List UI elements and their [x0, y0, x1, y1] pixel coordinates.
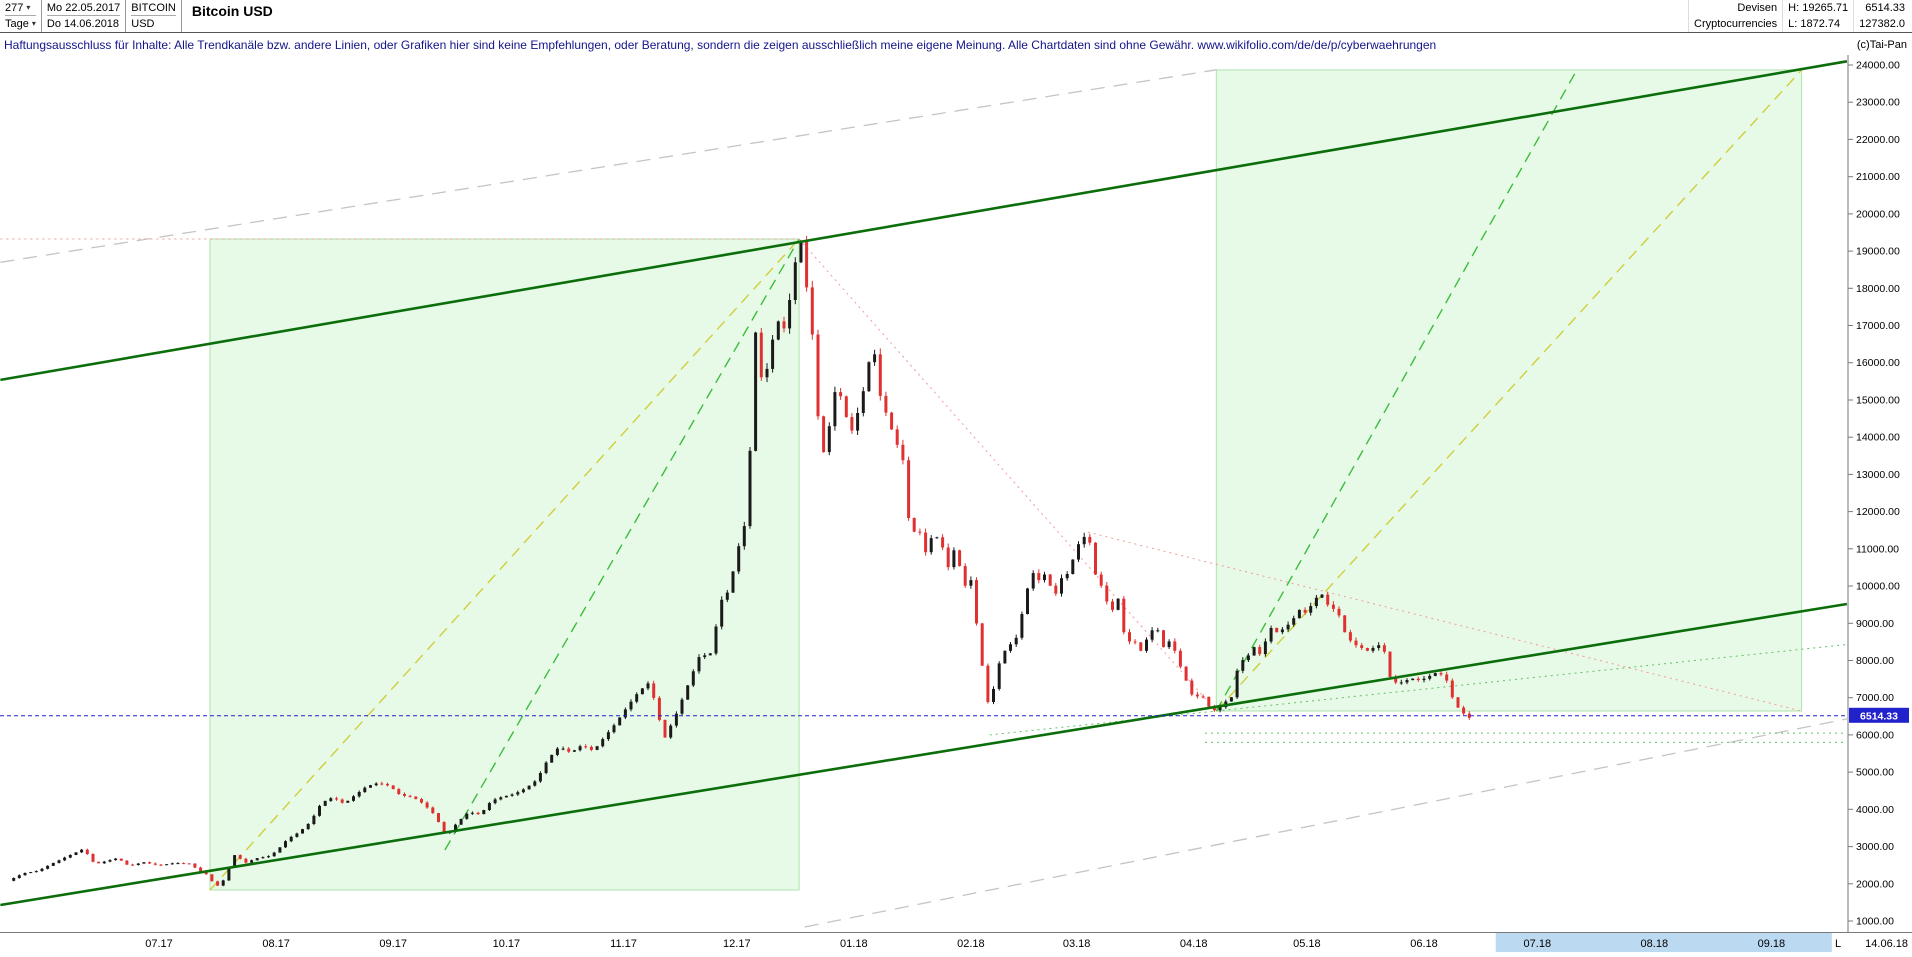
y-axis-tick-label: 23000.00 — [1856, 97, 1900, 109]
header-right: Devisen Cryptocurrencies H: 19265.71 L: … — [1688, 0, 1912, 32]
period-high-value: H: 19265.71 — [1788, 2, 1849, 14]
y-axis-tick-label: 15000.00 — [1856, 395, 1900, 407]
symbol-column: BITCOIN USD — [126, 0, 182, 32]
y-axis-tick-label: 21000.00 — [1856, 171, 1900, 183]
currency-label: USD — [131, 18, 155, 30]
category-column: Devisen Cryptocurrencies — [1688, 0, 1782, 32]
end-date[interactable]: Do 14.06.2018 — [46, 18, 120, 30]
x-axis-month-label: 07.18 — [1524, 938, 1552, 950]
green-dashed-trendline[interactable] — [1215, 69, 1578, 712]
y-axis-tick-label: 24000.00 — [1856, 60, 1900, 72]
y-axis-tick-label: 16000.00 — [1856, 357, 1900, 369]
start-date[interactable]: Mo 22.05.2017 — [46, 1, 121, 14]
symbol-label: BITCOIN — [131, 1, 176, 14]
period-low-value: L: 1872.74 — [1788, 18, 1841, 30]
yellow-dashed-trendline[interactable] — [1215, 69, 1803, 712]
subcategory-label: Cryptocurrencies — [1694, 18, 1778, 30]
gray-dashed-trendline[interactable] — [0, 69, 1217, 263]
x-axis-month-label: 08.17 — [262, 938, 290, 950]
candlestick-series — [12, 236, 1471, 887]
x-axis: 07.17 08.17 09.17 10.17 11.17 12.17 01.18 02.18… — [0, 932, 1912, 952]
x-axis-month-label: 07.17 — [145, 938, 173, 950]
x-axis-month-label: 09.17 — [379, 938, 407, 950]
bars-count-select[interactable]: 277 — [5, 1, 24, 14]
last-bar-marker: L — [1835, 938, 1841, 950]
timeframe-select[interactable]: Tage — [5, 18, 29, 30]
y-axis-tick-label: 4000.00 — [1856, 804, 1894, 816]
y-axis-tick-label: 13000.00 — [1856, 469, 1900, 481]
future-period-highlight — [1495, 933, 1832, 952]
red-dotted-trendline[interactable] — [1087, 531, 1802, 712]
y-axis-tick-label: 3000.00 — [1856, 841, 1894, 853]
y-axis-tick-label: 7000.00 — [1856, 692, 1894, 704]
instrument-title: Bitcoin USD — [191, 3, 273, 19]
y-axis-tick-label: 1000.00 — [1856, 916, 1894, 928]
x-axis-month-label: 11.17 — [610, 938, 637, 950]
price-chart-svg[interactable]: 1000.00 2000.00 3000.00 4000.00 5000.00 6000.… — [0, 55, 1912, 952]
y-axis-tick-label: 5000.00 — [1856, 767, 1894, 779]
x-axis-month-label: 01.18 — [840, 938, 868, 950]
disclaimer-row: Haftungsausschluss für Inhalte: Alle Tre… — [0, 34, 1912, 55]
trend-channel-line[interactable] — [0, 602, 1848, 907]
y-axis-tick-label: 20000.00 — [1856, 208, 1900, 220]
x-axis-month-label: 02.18 — [957, 938, 985, 950]
y-axis-tick-label: 6000.00 — [1856, 729, 1894, 741]
svg-text:6514.33: 6514.33 — [1860, 710, 1898, 722]
category-label: Devisen — [1737, 2, 1778, 14]
y-axis-tick-label: 22000.00 — [1856, 134, 1900, 146]
last-price-value: 6514.33 — [1865, 2, 1905, 14]
taipan-copyright: (c)Tai-Pan — [1856, 38, 1907, 51]
header-left: 277 ▾ Tage ▾ Mo 22.05.2017 Do 14.06.2018… — [0, 0, 283, 32]
y-axis-tick-label: 12000.00 — [1856, 506, 1900, 518]
x-axis-month-label: 04.18 — [1180, 938, 1208, 950]
y-axis-tick-label: 18000.00 — [1856, 283, 1900, 295]
x-axis-month-label: 08.18 — [1641, 938, 1669, 950]
y-axis-tick-label: 9000.00 — [1856, 618, 1894, 630]
bars-count-caret-icon[interactable]: ▾ — [26, 2, 31, 12]
y-axis: 1000.00 2000.00 3000.00 4000.00 5000.00 6000.… — [1847, 55, 1900, 932]
last-price-tag: 6514.33 — [1849, 707, 1909, 723]
price-chart[interactable]: 1000.00 2000.00 3000.00 4000.00 5000.00 6000.… — [0, 55, 1912, 952]
x-axis-month-label: 05.18 — [1293, 938, 1321, 950]
y-axis-tick-label: 2000.00 — [1856, 878, 1894, 890]
chart-header: 277 ▾ Tage ▾ Mo 22.05.2017 Do 14.06.2018… — [0, 0, 1912, 33]
x-axis-month-label: 10.17 — [493, 938, 521, 950]
yellow-dashed-trendline[interactable] — [209, 238, 800, 891]
date-column: Mo 22.05.2017 Do 14.06.2018 — [42, 0, 127, 32]
x-axis-month-label: 06.18 — [1410, 938, 1438, 950]
quote-column: 6514.33 127382.0 — [1853, 0, 1912, 32]
green-dashed-trendline[interactable] — [444, 238, 800, 851]
y-axis-tick-label: 10000.00 — [1856, 581, 1900, 593]
x-axis-month-label: 12.17 — [723, 938, 751, 950]
x-axis-month-label: 09.18 — [1758, 938, 1786, 950]
last-date-label: 14.06.18 — [1865, 938, 1908, 950]
high-low-column: H: 19265.71 L: 1872.74 — [1782, 0, 1853, 32]
y-axis-tick-label: 8000.00 — [1856, 655, 1894, 667]
trend-channel-line[interactable] — [0, 60, 1848, 382]
x-axis-month-label: 03.18 — [1063, 938, 1091, 950]
y-axis-tick-label: 17000.00 — [1856, 320, 1900, 332]
period-column: 277 ▾ Tage ▾ — [0, 0, 42, 32]
y-axis-tick-label: 11000.00 — [1856, 543, 1899, 555]
y-axis-tick-label: 19000.00 — [1856, 246, 1900, 258]
timeframe-caret-icon[interactable]: ▾ — [31, 19, 36, 28]
gray-dashed-trendline[interactable] — [804, 718, 1848, 928]
volume-value: 127382.0 — [1859, 18, 1905, 30]
y-axis-tick-label: 14000.00 — [1856, 432, 1900, 444]
chart-background — [0, 55, 1912, 952]
disclaimer-text: Haftungsausschluss für Inhalte: Alle Tre… — [4, 37, 1437, 52]
